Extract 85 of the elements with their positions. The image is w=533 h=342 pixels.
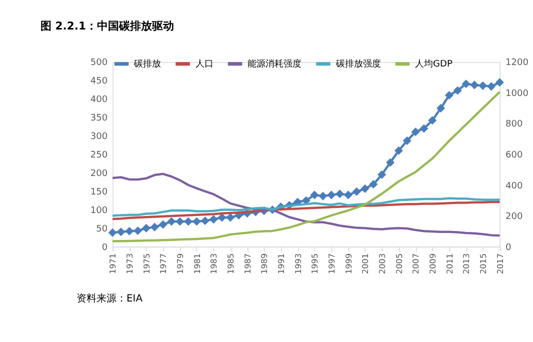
- y-tick-label: 0: [102, 242, 108, 253]
- x-tick-label: 2007: [410, 253, 421, 274]
- y-tick-label: 500: [90, 58, 108, 68]
- point: [134, 226, 142, 236]
- x-tick-label: 1981: [192, 253, 202, 274]
- point: [158, 220, 168, 229]
- legend-label: 人口: [195, 58, 214, 70]
- y2-tick-label: 1200: [506, 58, 529, 68]
- point: [487, 82, 496, 91]
- point: [344, 190, 352, 200]
- y-tick-label: 200: [90, 168, 108, 179]
- x-tick-label: 1983: [208, 253, 219, 274]
- point: [453, 86, 462, 95]
- chart-title: 图 2.2.1：中国碳排放驱动: [40, 20, 174, 33]
- x-tick-label: 1977: [158, 253, 168, 274]
- y-tick-label: 250: [90, 150, 108, 160]
- y2-tick-label: 0: [506, 242, 512, 253]
- y-tick-label: 300: [90, 132, 108, 142]
- point: [200, 216, 210, 226]
- x-tick-label: 1991: [276, 253, 286, 274]
- line-series: [111, 172, 501, 237]
- point: [352, 187, 361, 196]
- point: [142, 224, 150, 232]
- legend-label: 碳排放: [133, 58, 162, 70]
- x-tick-label: 1999: [343, 253, 354, 274]
- x-tick-label: 1979: [175, 253, 186, 274]
- y2-tick-label: 1000: [506, 88, 529, 99]
- point: [495, 78, 504, 87]
- point: [470, 80, 479, 90]
- legend-label: 碳排放强度: [334, 58, 381, 70]
- point: [420, 124, 428, 133]
- y2-tick-label: 400: [506, 181, 523, 192]
- point: [478, 81, 488, 90]
- x-tick-label: 2001: [360, 253, 370, 274]
- x-tick-label: 2009: [428, 253, 438, 274]
- point: [444, 91, 454, 100]
- x-tick-label: 2005: [394, 253, 404, 274]
- x-tick-label: 2017: [494, 253, 505, 274]
- y-tick-label: 50: [96, 224, 108, 234]
- x-tick-label: 2011: [444, 253, 454, 274]
- point: [378, 170, 386, 179]
- point: [327, 190, 336, 200]
- point: [226, 213, 235, 222]
- point: [167, 217, 176, 226]
- y2-tick-label: 800: [506, 120, 523, 130]
- point: [402, 136, 412, 145]
- x-tick-label: 2003: [377, 253, 388, 274]
- x-tick-label: 1989: [259, 253, 270, 274]
- y-tick-label: 100: [90, 206, 108, 216]
- y2-tick-label: 200: [506, 212, 523, 222]
- point: [310, 190, 319, 200]
- x-tick-label: 1975: [141, 253, 152, 274]
- x-tick-label: 1971: [108, 253, 118, 274]
- point: [411, 128, 420, 136]
- point: [116, 228, 126, 236]
- y-tick-label: 150: [90, 187, 108, 198]
- point: [360, 184, 370, 193]
- point: [218, 213, 226, 222]
- x-tick-label: 2013: [461, 253, 472, 274]
- y-tick-label: 350: [90, 114, 108, 124]
- point: [428, 116, 437, 125]
- x-tick-label: 1993: [292, 253, 303, 274]
- y-tick-label: 400: [90, 95, 108, 106]
- point: [209, 215, 218, 224]
- x-tick-label: 1995: [310, 253, 320, 274]
- point: [150, 222, 159, 232]
- text: 资料来源：EIA: [76, 292, 143, 305]
- point: [125, 226, 134, 236]
- point: [108, 228, 117, 237]
- x-tick-label: 1987: [242, 253, 252, 274]
- legend-label: 能源消耗强度: [248, 58, 302, 70]
- y2-tick-label: 600: [506, 150, 523, 160]
- x-tick-label: 1973: [124, 253, 135, 274]
- x-tick-label: 1985: [226, 253, 236, 274]
- y-tick-label: 450: [90, 76, 108, 87]
- point: [462, 80, 470, 88]
- point: [394, 146, 403, 155]
- point: [336, 190, 344, 198]
- point: [318, 192, 328, 200]
- point: [436, 104, 446, 112]
- x-tick-label: 2015: [478, 253, 488, 274]
- legend-label: 人均GDP: [415, 58, 453, 70]
- x-tick-label: 1997: [326, 253, 337, 274]
- point: [369, 180, 378, 189]
- point: [386, 158, 395, 167]
